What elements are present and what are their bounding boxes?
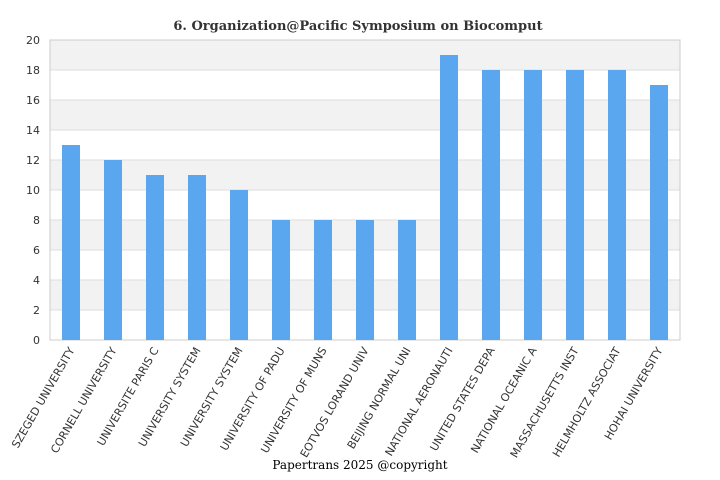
y-tick-label: 0 (33, 334, 40, 347)
bar (230, 190, 248, 340)
y-axis-ticks: 0 2 4 6 8 10 12 14 16 18 20 (26, 34, 40, 347)
y-tick-label: 14 (26, 124, 40, 137)
y-tick-label: 6 (33, 244, 40, 257)
plot-band (50, 190, 680, 220)
bar (440, 55, 458, 340)
chart-title: 6. Organization@Pacific Symposium on Bio… (173, 19, 542, 34)
y-tick-label: 2 (33, 304, 40, 317)
bar (104, 160, 122, 340)
plot-band (50, 100, 680, 130)
y-tick-label: 8 (33, 214, 40, 227)
bars (62, 55, 668, 340)
copyright-footer: Papertrans 2025 @copyright (272, 458, 448, 472)
y-tick-label: 4 (33, 274, 40, 287)
plot-band (50, 160, 680, 190)
bar (608, 70, 626, 340)
bar (314, 220, 332, 340)
y-tick-label: 16 (26, 94, 40, 107)
bar (272, 220, 290, 340)
bar (146, 175, 164, 340)
bar (650, 85, 668, 340)
bar (356, 220, 374, 340)
y-tick-label: 12 (26, 154, 40, 167)
y-tick-label: 10 (26, 184, 40, 197)
bar (188, 175, 206, 340)
bar (524, 70, 542, 340)
bar (482, 70, 500, 340)
plot-band (50, 40, 680, 70)
plot-band (50, 130, 680, 160)
bar (398, 220, 416, 340)
bar (566, 70, 584, 340)
plot-band (50, 70, 680, 100)
y-tick-label: 20 (26, 34, 40, 47)
y-tick-label: 18 (26, 64, 40, 77)
bar (62, 145, 80, 340)
